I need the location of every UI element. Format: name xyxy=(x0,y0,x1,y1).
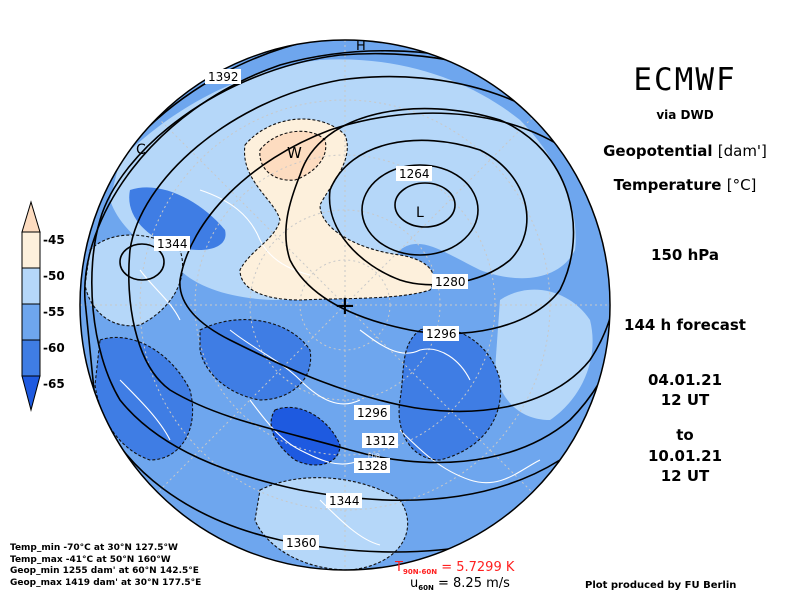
map-border xyxy=(79,39,611,571)
valid-date: 10.01.21 xyxy=(647,447,723,465)
temperature-contours xyxy=(84,118,502,570)
zonal-wind: u60N = 8.25 m/s xyxy=(410,576,510,592)
field2-unit: [°C] xyxy=(726,176,757,194)
legend-label: -60 xyxy=(43,341,65,355)
top-marker: H xyxy=(356,39,366,54)
field1-name: Geopotential xyxy=(603,142,713,160)
coastlines xyxy=(119,189,541,546)
t-value: = 5.7299 K xyxy=(441,560,515,575)
temp-region-dark-east xyxy=(399,327,501,460)
credit-line: Plot produced by FU Berlin xyxy=(585,580,737,591)
forecast-hours: 144 h forecast xyxy=(624,316,746,334)
field2-label: Temperature [°C] xyxy=(585,176,785,194)
legend-swatch xyxy=(21,231,41,269)
temp-region-warmest xyxy=(259,131,326,181)
legend-swatch xyxy=(21,303,41,341)
contour-label: 1312 xyxy=(365,434,396,448)
field1-label: Geopotential [dam'] xyxy=(585,142,785,160)
contour-label: 1296 xyxy=(426,327,457,341)
legend-label: -65 xyxy=(43,377,65,391)
field2-name: Temperature xyxy=(613,176,722,194)
legend-label: -50 xyxy=(43,269,65,283)
source-label: via DWD xyxy=(656,108,714,122)
temp-region-light-north xyxy=(110,59,576,301)
cold-center-marker: C xyxy=(136,142,146,158)
legend-swatch xyxy=(21,339,41,377)
color-legend: -45 -50 -55 -60 -65 xyxy=(21,200,65,412)
graticule xyxy=(80,40,610,570)
init-date: 04.01.21 xyxy=(647,371,723,389)
legend-swatch-coldest xyxy=(21,375,41,412)
contour-label: 1344 xyxy=(329,494,360,508)
contour-label: 1264 xyxy=(399,167,430,181)
pole-marker: + xyxy=(334,291,356,321)
temp-region-dark-west xyxy=(95,337,193,460)
legend-swatch-warmest xyxy=(21,200,41,233)
contour-label: 1360 xyxy=(286,536,317,550)
u-subscript: 60N xyxy=(418,584,434,592)
legend-swatch xyxy=(21,267,41,305)
pressure-level: 150 hPa xyxy=(651,246,719,264)
geop-max-stat: Geop_max 1419 dam' at 30°N 177.5°E xyxy=(10,577,202,588)
contour-label: 1328 xyxy=(357,459,388,473)
contour-label: 1344 xyxy=(157,237,188,251)
init-time: 12 UT xyxy=(660,391,710,409)
stats-block: Temp_min -70°C at 30°N 127.5°W Temp_max … xyxy=(10,543,201,589)
u-label: u xyxy=(410,576,419,591)
t-label: T xyxy=(395,560,403,575)
temp-region-light-west xyxy=(85,235,183,326)
u-value: = 8.25 m/s xyxy=(438,576,510,591)
contour-label-group: 1392 1344 1264 1280 1296 1296 1312 1328 … xyxy=(154,69,468,550)
warm-center-marker: W xyxy=(287,144,302,162)
geop-min-stat: Geop_min 1255 dam' at 60°N 142.5°E xyxy=(10,566,199,576)
legend-label: -45 xyxy=(43,233,65,247)
t-subscript: 90N-60N xyxy=(402,568,438,576)
model-title: ECMWF xyxy=(633,62,737,98)
contour-label: 1280 xyxy=(435,275,466,289)
small-contour xyxy=(119,243,165,281)
contour-label: 1392 xyxy=(208,70,239,84)
temp-max-stat: Temp_max -41°C at 50°N 160°W xyxy=(10,554,171,565)
polar-temp-anomaly: T90N-60N = 5.7299 K xyxy=(395,560,514,576)
legend-label: -55 xyxy=(43,305,65,319)
station-marker: FUB xyxy=(368,453,380,460)
contour-label: 1296 xyxy=(357,406,388,420)
low-center-marker: L xyxy=(416,205,424,221)
field1-unit: [dam'] xyxy=(717,142,767,160)
to-label: to xyxy=(676,426,694,444)
temp-region-dark-nw xyxy=(129,187,226,250)
temp-min-stat: Temp_min -70°C at 30°N 127.5°W xyxy=(10,543,178,553)
valid-time: 12 UT xyxy=(660,467,710,485)
